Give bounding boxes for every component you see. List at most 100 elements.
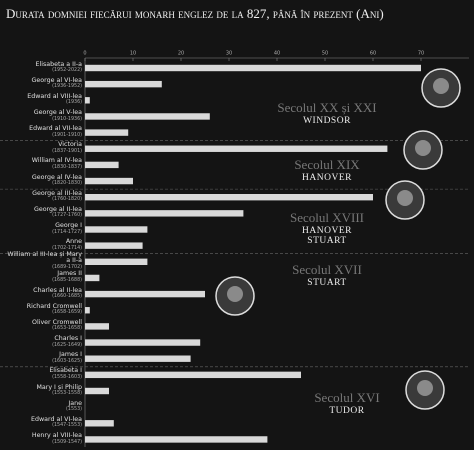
x-tick-label: 40 [274, 51, 280, 57]
monarch-name: Charles I [54, 335, 82, 343]
bar [85, 339, 201, 346]
y-tick-label: William al IV-lea (1830-1837) [2, 158, 82, 171]
monarch-name: James I [59, 351, 82, 359]
bar [85, 387, 109, 395]
portrait-face [433, 78, 449, 94]
reign-period: (1653-1658) [52, 326, 82, 332]
monarch-name: Oliver Cromwell [31, 318, 82, 326]
x-tick-label: 70 [418, 51, 424, 57]
reign-period: (1603-1625) [52, 358, 82, 364]
bar [85, 371, 301, 379]
bar [85, 226, 148, 233]
group-annotation: Secolul XIX HANOVER [262, 157, 392, 183]
century-label: Secolul XX și XXI [277, 100, 377, 115]
monarch-name: George al IV-lea [31, 173, 82, 181]
y-tick-label: Elisabeta I (1558-1603) [2, 368, 82, 381]
portrait-face [397, 190, 413, 206]
bar [85, 274, 100, 282]
house-label: WINDSOR [303, 116, 351, 126]
y-tick-label: Charles I (1625-1649) [2, 335, 82, 349]
group-annotation: Secolul XVII STUART [262, 262, 392, 288]
monarch-name: George al VI-lea [31, 76, 83, 84]
monarch-name: Victoria [58, 141, 82, 149]
reign-period: (1760-1820) [52, 197, 82, 203]
reign-period: (1837-1901) [52, 148, 82, 154]
y-tick-label: Charles al II-lea (1660-1685) [2, 286, 82, 301]
bar [85, 420, 114, 427]
monarch-name: Edward al VI-lea [31, 415, 82, 423]
portrait-face [417, 380, 433, 396]
monarch-name: Elisabeta I [49, 367, 82, 375]
monarch-name: Edward al VIII-lea [27, 92, 82, 100]
monarch-name: William al III-lea și Mary a II-a [7, 250, 82, 265]
monarch-name: James II [57, 270, 82, 278]
reign-period: (1689-1702) [52, 264, 82, 270]
monarch-name: Richard Cromwell [26, 302, 82, 310]
x-tick-label: 30 [226, 51, 232, 57]
reign-period: (1727-1760) [52, 213, 82, 219]
y-tick-label: George al VI-lea (1936-1952) [2, 76, 83, 91]
y-tick-label: George I (1714-1727) [2, 222, 82, 236]
y-tick-label: George al IV-lea (1820-1830) [2, 173, 82, 188]
y-tick-label: George al V-lea (1910-1936) [2, 108, 82, 123]
reign-period: (1625-1649) [52, 342, 82, 348]
reign-period: (1509-1547) [52, 439, 82, 445]
bar [85, 355, 191, 362]
bar [85, 145, 388, 152]
y-tick-label: James I (1603-1625) [2, 352, 82, 365]
monarch-name: George I [55, 222, 82, 229]
house-label: STUART [307, 278, 347, 288]
y-tick-label: Elisabeta a II-a (1952-2022) [2, 61, 82, 75]
reign-period: (1547-1553) [52, 423, 82, 429]
bar [85, 436, 268, 443]
reign-period: (1660-1685) [52, 294, 82, 300]
y-tick-label: Edward al VI-lea (1547-1553) [2, 415, 82, 430]
monarch-name: George al V-lea [33, 108, 82, 116]
bar [85, 97, 90, 104]
bar [85, 323, 109, 330]
group-annotation: Secolul XVI TUDOR [282, 390, 412, 416]
y-tick-label: William al III-lea și Mary a II-a (1689-1… [2, 250, 82, 272]
monarch-name: George al II-lea [33, 205, 82, 213]
house-label: HANOVER [302, 173, 352, 183]
reign-period: (1910-1936) [52, 116, 82, 122]
y-tick-label: James II (1685-1688) [2, 271, 82, 284]
reign-period: (1658-1659) [52, 310, 82, 316]
monarch-name: Jane [68, 399, 82, 407]
reign-period: (1936) [66, 100, 82, 106]
y-tick-label: George al III-lea (1760-1820) [2, 189, 82, 204]
bar [85, 161, 119, 169]
house-label: HANOVER STUART [302, 226, 352, 246]
reign-period: (1553-1558) [52, 391, 82, 397]
y-tick-label: Jane (1553) [2, 399, 82, 414]
monarch-name: Anne [65, 238, 82, 246]
portrait-face [227, 286, 243, 302]
monarch-name: George al III-lea [32, 189, 82, 197]
monarch-name: Mary I și Philip [36, 383, 82, 391]
y-tick-label: Edward al VII-lea (1901-1910) [2, 125, 82, 139]
bar [85, 113, 210, 120]
portrait-face [415, 140, 431, 156]
bar [85, 210, 244, 217]
y-tick-label: Oliver Cromwell (1653-1658) [2, 318, 82, 333]
y-tick-label: Mary I și Philip (1553-1558) [2, 383, 82, 398]
monarch-name: William al IV-lea [31, 157, 82, 165]
y-tick-label: Richard Cromwell (1658-1659) [2, 302, 82, 317]
monarch-name: Charles al II-lea [33, 286, 82, 294]
bar [85, 129, 129, 136]
bar [85, 194, 373, 201]
y-tick-label: Anne (1702-1714) [2, 239, 82, 252]
x-tick-label: 50 [322, 51, 328, 57]
group-annotation: Secolul XX și XXI WINDSOR [262, 100, 392, 126]
reign-period: (1702-1714) [52, 245, 82, 251]
x-tick-label: 10 [130, 51, 136, 57]
century-label: Secolul XVIII [289, 210, 364, 225]
reign-period: (1714-1727) [52, 229, 82, 235]
reign-period: (1830-1837) [52, 164, 82, 170]
bar [85, 242, 143, 249]
century-label: Secolul XVI [314, 390, 380, 405]
century-label: Secolul XIX [294, 157, 360, 172]
house-label: TUDOR [329, 406, 365, 416]
reign-period: (1820-1830) [52, 181, 82, 187]
